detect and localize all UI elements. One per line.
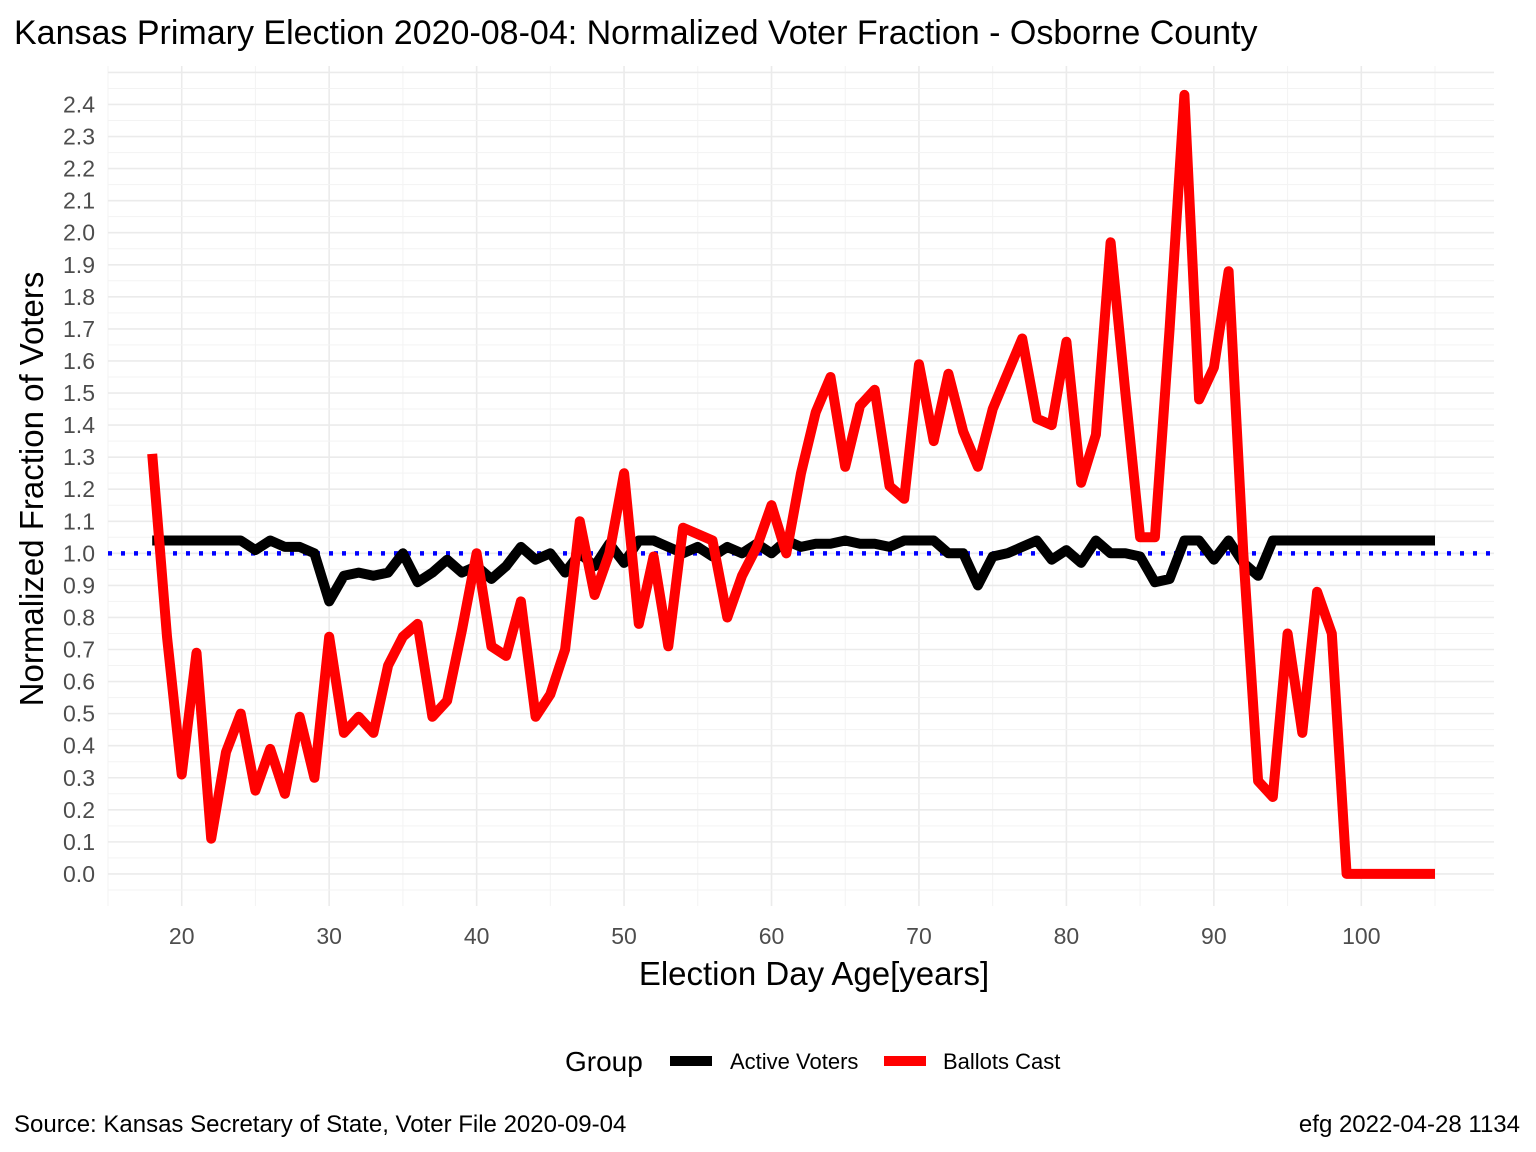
source-caption: Source: Kansas Secretary of State, Voter…: [14, 1111, 626, 1138]
y-tick-label: 1.1: [63, 508, 95, 534]
y-tick-label: 1.8: [63, 284, 95, 310]
y-tick-label: 1.0: [63, 540, 95, 566]
x-axis-title: Election Day Age[years]: [639, 955, 989, 992]
y-tick-label: 1.7: [63, 316, 95, 342]
series-group: [147, 89, 1435, 879]
y-tick-label: 1.9: [63, 252, 95, 278]
legend: Group Active Voters Ballots Cast: [565, 1046, 1060, 1077]
y-tick-label: 2.2: [63, 156, 95, 182]
y-tick-label: 0.1: [63, 829, 95, 855]
y-tick-label: 0.3: [63, 765, 95, 791]
y-axis-ticks: 0.0 0.1 0.2 0.3 0.4 0.5 0.6 0.7 0.8 0.9 1.0 1.1 1.2 1…: [63, 91, 95, 886]
x-tick-label: 50: [611, 923, 637, 949]
y-tick-label: 2.0: [63, 220, 95, 246]
y-tick-label: 1.3: [63, 444, 95, 470]
x-tick-label: 40: [464, 923, 490, 949]
y-tick-label: 0.9: [63, 572, 95, 598]
y-tick-label: 2.1: [63, 188, 95, 214]
y-tick-label: 0.0: [63, 861, 95, 887]
grid: [107, 66, 1494, 906]
y-tick-label: 0.6: [63, 669, 95, 695]
y-tick-label: 2.3: [63, 124, 95, 150]
y-tick-label: 0.8: [63, 604, 95, 630]
y-tick-label: 0.4: [63, 733, 95, 759]
series-line-ballots-cast: [147, 89, 1435, 879]
y-tick-label: 1.2: [63, 476, 95, 502]
chart-title: Kansas Primary Election 2020-08-04: Norm…: [14, 14, 1257, 52]
legend-label-ballots-cast: Ballots Cast: [943, 1049, 1060, 1074]
x-axis-ticks: 20 30 40 50 60 70 80 90 100: [169, 923, 1381, 949]
x-tick-label: 100: [1342, 923, 1380, 949]
x-tick-label: 60: [759, 923, 785, 949]
x-tick-label: 20: [169, 923, 195, 949]
legend-label-active-voters: Active Voters: [730, 1049, 858, 1074]
y-tick-label: 0.7: [63, 637, 95, 663]
x-tick-label: 90: [1201, 923, 1227, 949]
y-tick-label: 1.6: [63, 348, 95, 374]
y-tick-label: 1.4: [63, 412, 95, 438]
credit-caption: efg 2022-04-28 1134: [1299, 1111, 1520, 1138]
y-tick-label: 0.5: [63, 701, 95, 727]
x-tick-label: 30: [316, 923, 342, 949]
y-axis-title: Normalized Fraction of Voters: [13, 272, 50, 707]
legend-title: Group: [565, 1046, 643, 1077]
y-tick-label: 2.4: [63, 91, 95, 117]
series-line-active-voters: [152, 535, 1435, 607]
y-tick-label: 0.2: [63, 797, 95, 823]
y-tick-label: 1.5: [63, 380, 95, 406]
x-tick-label: 80: [1054, 923, 1080, 949]
x-tick-label: 70: [906, 923, 932, 949]
